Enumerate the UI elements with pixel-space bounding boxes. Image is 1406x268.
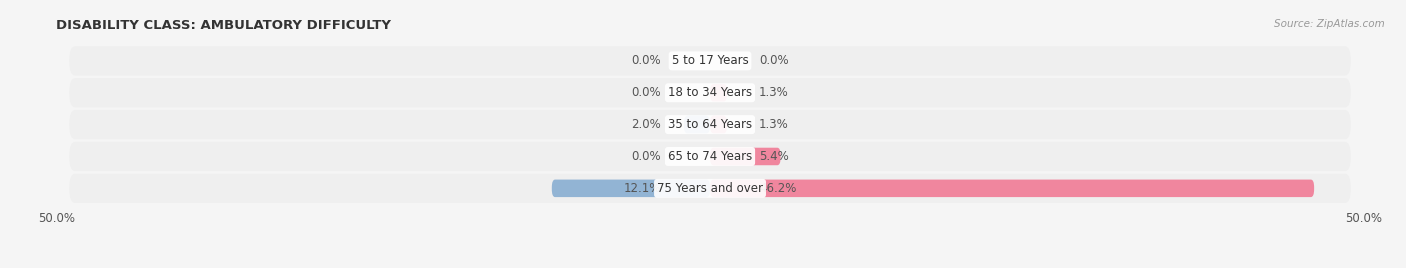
Text: Source: ZipAtlas.com: Source: ZipAtlas.com: [1274, 19, 1385, 29]
FancyBboxPatch shape: [69, 78, 1351, 107]
Text: 0.0%: 0.0%: [631, 150, 661, 163]
Text: 0.0%: 0.0%: [631, 86, 661, 99]
FancyBboxPatch shape: [710, 84, 727, 102]
Text: 12.1%: 12.1%: [624, 182, 661, 195]
Text: 18 to 34 Years: 18 to 34 Years: [668, 86, 752, 99]
Text: 5.4%: 5.4%: [759, 150, 789, 163]
Text: 35 to 64 Years: 35 to 64 Years: [668, 118, 752, 131]
Text: 1.3%: 1.3%: [759, 86, 789, 99]
Text: 65 to 74 Years: 65 to 74 Years: [668, 150, 752, 163]
FancyBboxPatch shape: [710, 116, 727, 133]
FancyBboxPatch shape: [69, 110, 1351, 139]
Text: 5 to 17 Years: 5 to 17 Years: [672, 54, 748, 68]
FancyBboxPatch shape: [710, 180, 1315, 197]
Text: DISABILITY CLASS: AMBULATORY DIFFICULTY: DISABILITY CLASS: AMBULATORY DIFFICULTY: [56, 19, 391, 32]
FancyBboxPatch shape: [69, 46, 1351, 76]
Text: 1.3%: 1.3%: [759, 118, 789, 131]
FancyBboxPatch shape: [683, 116, 710, 133]
FancyBboxPatch shape: [551, 180, 710, 197]
FancyBboxPatch shape: [69, 142, 1351, 171]
Text: 0.0%: 0.0%: [759, 54, 789, 68]
Text: 46.2%: 46.2%: [759, 182, 796, 195]
FancyBboxPatch shape: [69, 174, 1351, 203]
Text: 2.0%: 2.0%: [631, 118, 661, 131]
FancyBboxPatch shape: [710, 148, 780, 165]
Text: 75 Years and over: 75 Years and over: [657, 182, 763, 195]
Text: 0.0%: 0.0%: [631, 54, 661, 68]
